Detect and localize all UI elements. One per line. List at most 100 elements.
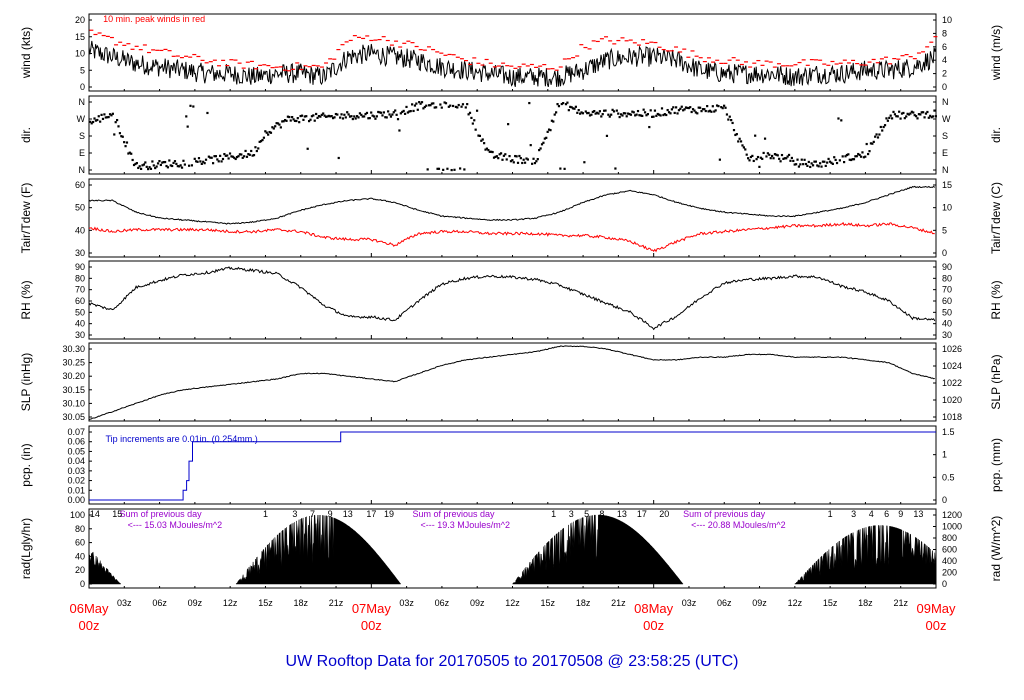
wind-dir-point [281, 120, 284, 123]
rad-left-tick-label: 40 [75, 551, 85, 561]
wind-dir-point [727, 118, 730, 121]
wind-dir-point [639, 114, 642, 117]
wind-dir-point [367, 117, 370, 120]
wind-dir-point [785, 157, 788, 160]
wind-dir-point [457, 103, 460, 107]
wind-dir-point [833, 156, 836, 159]
wind-dir-point [252, 154, 256, 157]
hour-tick-label: 09z [188, 598, 203, 608]
wind-dir-point [357, 116, 360, 119]
wind-dir-point [234, 157, 237, 161]
wind-dir-point [747, 157, 750, 160]
wind-dir-point [690, 110, 693, 114]
radiation-summary-value: <--- 20.88 MJoules/m^2 [691, 520, 786, 530]
wind-dir-point [618, 115, 621, 119]
wind-dir-point [134, 162, 137, 166]
rh-right-tick-label: 30 [942, 330, 952, 340]
wind-dir-point [412, 109, 415, 113]
wind-dir-point [665, 113, 668, 117]
wind-dir-point [721, 107, 724, 110]
wind-dir-point [525, 157, 528, 160]
wind-dir-point [577, 108, 580, 112]
wind-dir-point [265, 131, 268, 134]
wind-dir-point [843, 160, 846, 164]
wind-dir-point [115, 118, 119, 122]
wind-dir-point [312, 114, 315, 117]
wind-dir-point [540, 143, 544, 146]
wind-dir-point [903, 117, 906, 120]
pcp-right-tick-label: 1 [942, 450, 947, 460]
wind-dir-point [649, 109, 652, 112]
wind-right-tick-label: 10 [942, 15, 952, 25]
radiation-hour-code: 19 [384, 509, 394, 519]
pcp-right-tick-label: 1.5 [942, 427, 955, 437]
wind-dir-point [409, 109, 412, 113]
wind-dir-point [372, 115, 376, 118]
wind-dir-point [152, 164, 155, 167]
wind-dir-point [636, 109, 640, 113]
wind-dir-point [891, 117, 894, 120]
wind-dir-point [463, 168, 466, 171]
hour-tick-label: 15z [823, 598, 838, 608]
wind-dir-point [703, 108, 706, 111]
wind-dir-point [720, 106, 723, 109]
wind-dir-point [261, 138, 264, 142]
wind-dir-point [351, 117, 354, 121]
wind-dir-point [861, 151, 864, 154]
wind-dir-point [327, 114, 330, 118]
wind-dir-point [130, 152, 133, 155]
wind-dir-point [715, 104, 719, 107]
wind-dir-point [523, 161, 527, 164]
wind-dir-point [653, 109, 657, 112]
wind-dir-point [343, 113, 346, 116]
wind-dir-point [604, 109, 607, 112]
wind-dir-point [754, 134, 757, 137]
sea-level-pressure-series [88, 345, 935, 421]
wind-dir-point [745, 153, 748, 156]
wind-dir-point [230, 155, 233, 158]
wind-dir-point [139, 167, 143, 171]
temp-left-tick-label: 50 [75, 203, 85, 213]
wind-dir-point [384, 116, 387, 119]
wind-dir-point [827, 157, 830, 161]
wind-dir-point [793, 163, 796, 166]
wind-dir-point [156, 162, 160, 165]
radiation-hour-code: 3 [851, 509, 856, 519]
wind-dir-point [562, 102, 565, 105]
wind-dir-point [283, 118, 287, 122]
wind-dir-point [111, 112, 114, 115]
radiation-hour-code: 9 [898, 509, 903, 519]
wind-dir-point [851, 158, 854, 161]
wind-dir-point [728, 115, 731, 118]
wind-dir-point [567, 109, 570, 112]
wind-dir-point [408, 110, 411, 113]
tip-increment-note: Tip increments are 0.01in. (0.254mm.) [105, 434, 257, 444]
rh-left-tick-label: 40 [75, 319, 85, 329]
wind-dir-point [216, 158, 219, 161]
wind-right-axis-label: wind (m/s) [989, 25, 1003, 81]
wind-dir-point [187, 164, 191, 167]
wind-dir-point [927, 116, 930, 119]
wind-dir-point [466, 103, 469, 106]
wind-dir-point [912, 111, 915, 114]
wind-dir-point [814, 160, 817, 163]
wind-dir-point [354, 117, 357, 120]
temp-right-tick-label: 15 [942, 180, 952, 190]
wind-dir-point [652, 115, 655, 118]
rad-left-tick-label: 20 [75, 565, 85, 575]
pcp-right-axis-label: pcp. (mm) [989, 438, 1003, 492]
wind-dir-point [893, 113, 897, 116]
wind-dir-point [477, 134, 480, 137]
date-label: 06May [69, 601, 109, 616]
wind-dir-point [621, 114, 624, 117]
wind-dir-point [713, 110, 716, 113]
wind-dir-point [272, 127, 275, 130]
rad-right-tick-label: 1000 [942, 522, 962, 532]
wind-dir-point [546, 130, 549, 133]
wind-dir-point [847, 153, 850, 156]
wind-dir-point [841, 155, 844, 158]
wind-dir-point [224, 154, 227, 157]
wind-dir-point [385, 116, 388, 119]
wind-dir-point [276, 122, 280, 125]
wind-dir-point [663, 113, 666, 116]
